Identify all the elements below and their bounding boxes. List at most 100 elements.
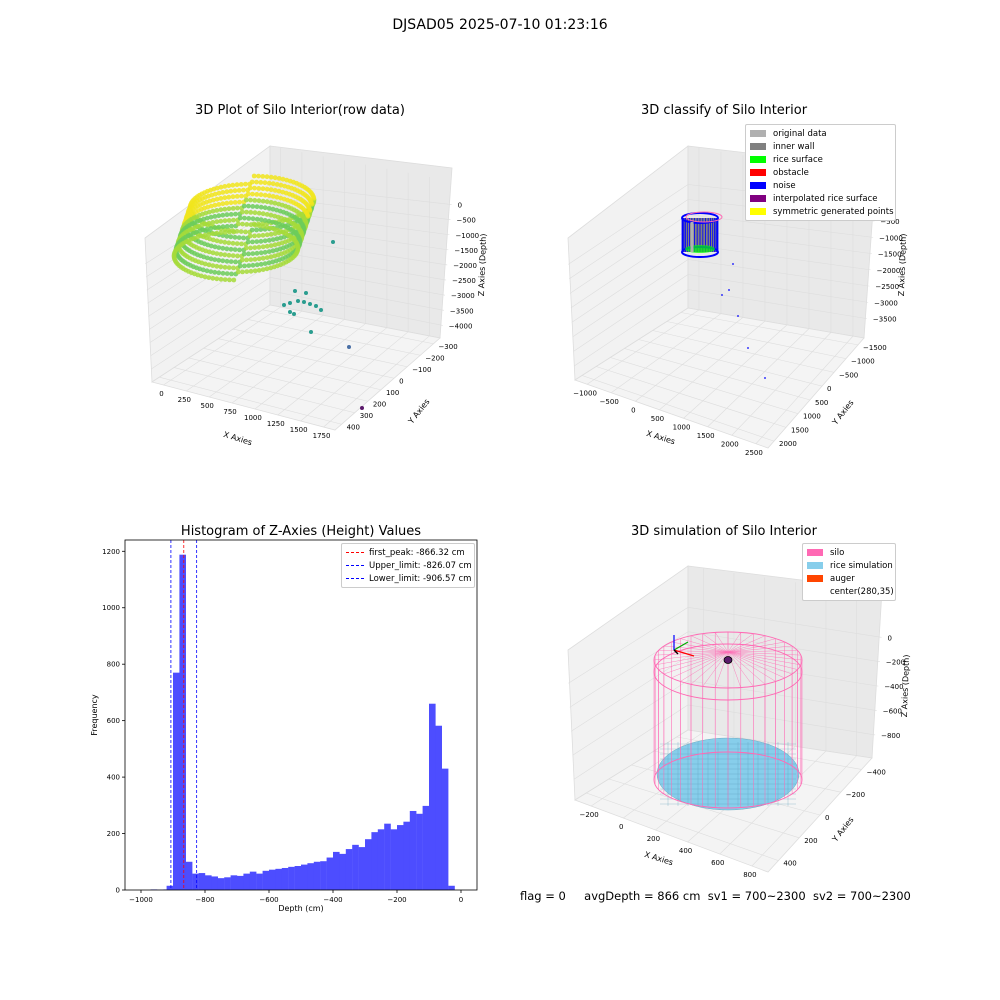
y-tick-label: 1000 bbox=[102, 604, 120, 612]
raw-point bbox=[239, 193, 244, 199]
legend-swatch bbox=[750, 195, 766, 202]
y-tick-label: 600 bbox=[107, 717, 120, 725]
raw-point bbox=[216, 270, 222, 276]
raw-point bbox=[272, 231, 278, 237]
silo-wire bbox=[715, 632, 729, 653]
raw-point bbox=[233, 211, 238, 217]
raw-point bbox=[270, 248, 276, 254]
histogram-bar bbox=[256, 873, 263, 890]
raw-point bbox=[262, 205, 268, 211]
sim-ztick: −200 bbox=[886, 659, 905, 667]
raw-point bbox=[297, 237, 303, 243]
raw-point bbox=[231, 229, 237, 235]
histogram-bar bbox=[397, 825, 404, 890]
raw-point bbox=[264, 212, 270, 217]
raw-point bbox=[270, 206, 276, 212]
cls-ytick: −1500 bbox=[863, 344, 887, 352]
raw-ytick: −300 bbox=[438, 343, 457, 351]
silo-wire bbox=[658, 650, 729, 653]
raw-ztick: 0 bbox=[458, 202, 462, 210]
raw-point bbox=[220, 224, 226, 230]
raw-point bbox=[242, 215, 247, 221]
sim-ztick: −800 bbox=[881, 732, 900, 740]
histogram-chart: −1000 −800 −600 −400 −200 0 0 200 400 600 800 1000 1… bbox=[90, 539, 478, 913]
raw-ytick: 0 bbox=[399, 377, 403, 385]
raw-xtick: 1250 bbox=[267, 420, 285, 428]
silo-wire bbox=[671, 641, 729, 653]
symmetric-ring bbox=[685, 211, 723, 223]
raw-point bbox=[208, 203, 214, 209]
raw-point bbox=[268, 231, 274, 237]
histogram-bar bbox=[352, 844, 359, 890]
raw-point bbox=[268, 187, 274, 193]
histogram-bar bbox=[435, 725, 442, 890]
cls-ztick: −2500 bbox=[875, 283, 899, 291]
sim-ztick: 0 bbox=[888, 634, 892, 642]
raw-point bbox=[288, 301, 292, 305]
raw-point bbox=[230, 206, 236, 211]
raw-point bbox=[206, 209, 212, 215]
raw-point bbox=[307, 207, 313, 213]
cls-ytick: 1000 bbox=[803, 413, 821, 421]
legend-label: Lower_limit: -906.57 cm bbox=[369, 573, 472, 584]
raw-point bbox=[222, 277, 228, 282]
histogram-bar bbox=[262, 870, 270, 890]
raw-point bbox=[264, 224, 270, 230]
raw-point bbox=[216, 245, 222, 251]
raw-point bbox=[295, 243, 301, 249]
silo-wire bbox=[727, 641, 785, 653]
raw-point bbox=[238, 229, 244, 235]
raw-point bbox=[218, 230, 224, 236]
classify-zlabel: Z Axies (Depth) bbox=[897, 233, 908, 296]
legend-swatch bbox=[807, 575, 823, 582]
histogram-bar bbox=[333, 851, 340, 890]
legend-item: first_peak: -866.32 cm bbox=[346, 546, 470, 559]
histogram-bar bbox=[371, 832, 378, 890]
simulation-ylabel: Y Axies bbox=[830, 815, 856, 844]
cls-ytick: 1500 bbox=[791, 426, 809, 434]
legend-label: first_peak: -866.32 cm bbox=[369, 547, 465, 558]
histogram-bar bbox=[281, 867, 289, 890]
raw-point bbox=[272, 242, 278, 248]
raw-point bbox=[260, 244, 266, 250]
legend-item: center(280,35) bbox=[807, 585, 894, 598]
cls-xtick: 2000 bbox=[721, 440, 739, 448]
raw-point bbox=[276, 241, 282, 247]
histogram-bar bbox=[301, 864, 308, 890]
histogram-bar bbox=[173, 672, 180, 890]
y-tick-label: 200 bbox=[107, 830, 120, 838]
raw-point bbox=[250, 239, 255, 245]
raw-xtick: 1500 bbox=[290, 426, 308, 434]
raw-point bbox=[210, 250, 216, 256]
raw-point bbox=[347, 345, 351, 349]
raw-point bbox=[309, 330, 313, 334]
raw-point bbox=[229, 271, 234, 277]
raw-point bbox=[214, 208, 220, 213]
histogram-bar bbox=[224, 877, 231, 890]
raw-point bbox=[206, 262, 212, 268]
legend-swatch bbox=[807, 562, 823, 569]
raw-point bbox=[239, 209, 245, 215]
raw-point bbox=[245, 239, 251, 245]
raw-point bbox=[244, 222, 250, 227]
raw-point bbox=[243, 245, 249, 251]
raw-point bbox=[274, 194, 280, 200]
raw-point bbox=[216, 213, 222, 219]
raw-point bbox=[278, 235, 284, 241]
raw-point bbox=[311, 195, 317, 201]
raw-ztick: −4000 bbox=[449, 322, 473, 330]
sim-ytick: 400 bbox=[783, 860, 796, 868]
raw-point bbox=[241, 203, 247, 209]
raw-point bbox=[258, 250, 264, 256]
histogram-bar bbox=[339, 853, 346, 890]
silo-ring bbox=[653, 631, 803, 689]
raw-point bbox=[232, 234, 238, 240]
legend-item: Lower_limit: -906.57 cm bbox=[346, 572, 472, 585]
raw-point bbox=[270, 181, 276, 187]
raw-point bbox=[239, 241, 244, 247]
histogram-bar bbox=[326, 857, 334, 890]
legend-label: rice surface bbox=[773, 154, 823, 165]
classify-ylabel: Y Axies bbox=[830, 398, 856, 427]
raw-point bbox=[222, 218, 228, 224]
raw-point bbox=[224, 212, 230, 218]
